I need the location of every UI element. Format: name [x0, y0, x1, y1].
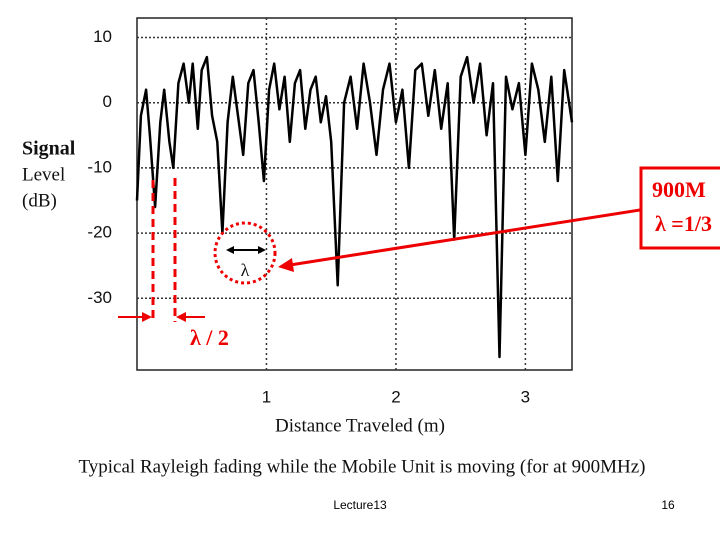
y-label-line: Level: [22, 164, 65, 185]
annotation: λ: [241, 260, 250, 280]
x-tick-label: 3: [521, 387, 530, 406]
x-axis-label: Distance Traveled (m): [275, 415, 445, 436]
y-tick-label: -10: [87, 157, 112, 176]
y-tick-label: -20: [87, 223, 112, 242]
dotted-circle: [213, 221, 277, 285]
annotation: λ =1/3: [655, 211, 712, 236]
y-label-line: Signal: [22, 138, 76, 160]
signal-line: [135, 55, 574, 359]
callout-arrow: [289, 208, 641, 267]
arrow-head: [258, 246, 266, 254]
arrow-head: [278, 258, 294, 272]
x-tick-label: 2: [391, 387, 400, 406]
annotation: 900M: [652, 177, 706, 202]
footer: Lecture13: [333, 498, 387, 512]
y-tick-label: 10: [93, 27, 112, 46]
half-wavelength-annotation: λ / 2: [118, 178, 229, 350]
frequency-callout: 900M λ =1/3: [278, 166, 720, 272]
series: [135, 55, 574, 359]
arrow-head: [176, 312, 186, 322]
x-tick-label: 1: [262, 387, 271, 406]
page-number: 16: [661, 498, 675, 512]
y-tick-label: 0: [103, 92, 112, 111]
annotation: λ / 2: [190, 325, 229, 350]
wavelength-annotation: λ: [213, 221, 277, 285]
y-label-line: (dB): [22, 190, 57, 211]
arrow-head: [226, 246, 234, 254]
y-axis-label: Signal Level (dB): [22, 138, 76, 212]
callout-box: [639, 166, 720, 250]
arrow-head: [142, 312, 152, 322]
y-tick-label: -30: [87, 288, 112, 307]
caption: Typical Rayleigh fading while the Mobile…: [79, 456, 646, 477]
